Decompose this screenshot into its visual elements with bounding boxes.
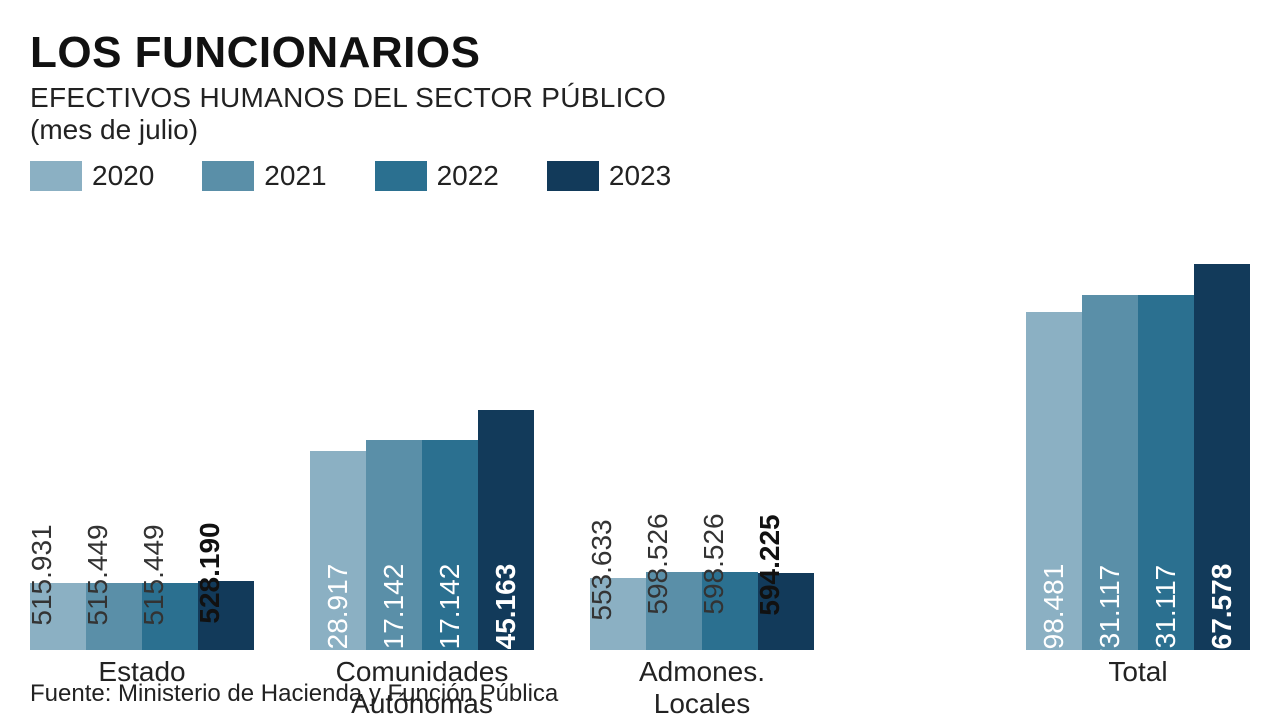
bar: 515.931: [30, 583, 86, 650]
chart-area: 515.931515.449515.449528.190Estado 1.528.…: [30, 200, 1250, 656]
legend-label-2020: 2020: [92, 160, 154, 192]
bar: 553.633: [590, 578, 646, 650]
chart-source: Fuente: Ministerio de Hacienda y Función…: [30, 680, 558, 708]
bar: 594.225: [758, 573, 814, 650]
bar-value: 553.633: [586, 519, 618, 620]
legend-label-2021: 2021: [264, 160, 326, 192]
bar-value: 528.190: [194, 522, 226, 623]
chart-subtitle-line2: (mes de julio): [30, 114, 1250, 146]
bar-group: 553.633598.526598.526594.225Admones.Loca…: [590, 572, 814, 656]
legend-item-2020: 2020: [30, 160, 154, 192]
bar: 598.526: [646, 572, 702, 650]
bar-group-bars: 553.633598.526598.526594.225: [590, 572, 814, 650]
bar: 1.528.917: [310, 451, 366, 650]
legend-item-2022: 2022: [375, 160, 499, 192]
bar-group: 515.931515.449515.449528.190Estado: [30, 581, 254, 656]
legend-swatch-2023: [547, 161, 599, 191]
bar-value: 598.526: [642, 513, 674, 614]
legend-item-2021: 2021: [202, 160, 326, 192]
chart-title: LOS FUNCIONARIOS: [30, 28, 1250, 78]
bar-group: 2.598.4812.731.1172.731.1172.967.578Tota…: [1026, 264, 1250, 656]
bar: 598.526: [702, 572, 758, 650]
bar-value: 515.449: [82, 524, 114, 625]
chart-subtitle-line1: EFECTIVOS HUMANOS DEL SECTOR PÚBLICO: [30, 82, 1250, 114]
bar-group-bars: 2.598.4812.731.1172.731.1172.967.578: [1026, 264, 1250, 650]
bar: 2.731.117: [1082, 295, 1138, 650]
bar-value: 2.598.481: [1038, 564, 1070, 689]
legend-swatch-2020: [30, 161, 82, 191]
bar: 1.617.142: [422, 440, 478, 650]
bar: 1.617.142: [366, 440, 422, 650]
bar-value: 515.931: [26, 524, 58, 625]
bar: 515.449: [142, 583, 198, 650]
bar: 515.449: [86, 583, 142, 650]
bar: 1.845.163: [478, 410, 534, 650]
legend-item-2023: 2023: [547, 160, 671, 192]
bar: 2.598.481: [1026, 312, 1082, 650]
bar: 2.731.117: [1138, 295, 1194, 650]
bar-value: 598.526: [698, 513, 730, 614]
bar-group: 1.528.9171.617.1421.617.1421.845.163Comu…: [310, 410, 534, 656]
bar-value: 2.967.578: [1206, 564, 1238, 689]
bar: 528.190: [198, 581, 254, 650]
legend: 2020 2021 2022 2023: [30, 160, 1250, 192]
bar: 2.967.578: [1194, 264, 1250, 650]
bar-value: 515.449: [138, 524, 170, 625]
bar-value: 594.225: [754, 514, 786, 615]
legend-label-2023: 2023: [609, 160, 671, 192]
bar-group-bars: 515.931515.449515.449528.190: [30, 581, 254, 650]
legend-swatch-2022: [375, 161, 427, 191]
bar-group-bars: 1.528.9171.617.1421.617.1421.845.163: [310, 410, 534, 650]
legend-swatch-2021: [202, 161, 254, 191]
legend-label-2022: 2022: [437, 160, 499, 192]
